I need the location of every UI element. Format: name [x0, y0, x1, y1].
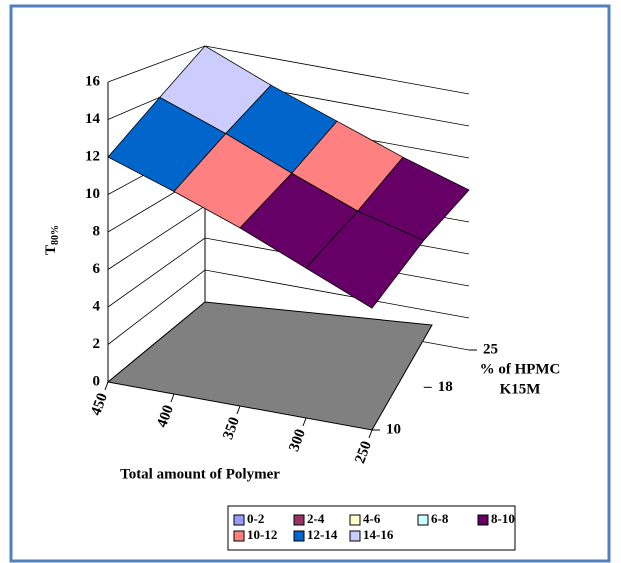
x-tick — [302, 417, 307, 427]
z-title-main: T — [43, 245, 59, 255]
floor — [106, 301, 433, 431]
legend-swatch — [477, 514, 489, 526]
z-tick-label: 4 — [93, 298, 101, 314]
x-axis-title: Total amount of Polymer — [120, 466, 280, 482]
legend-label: 8-10 — [491, 511, 515, 526]
z-tick-label: 14 — [85, 111, 101, 127]
legend-label: 12-14 — [307, 527, 338, 542]
z-tick-label: 10 — [85, 186, 100, 202]
legend-label: 4-6 — [363, 511, 381, 526]
z-tick-label: 8 — [93, 223, 101, 239]
z-tick-label: 12 — [85, 148, 100, 164]
legend-swatch — [233, 530, 245, 542]
legend — [227, 505, 516, 551]
legend-swatch — [293, 530, 305, 542]
x-tick-label: 300 — [286, 427, 309, 454]
legend-swatch — [293, 514, 305, 526]
legend-swatch — [233, 514, 245, 526]
y-tick-label: 25 — [483, 341, 498, 357]
legend-label: 6-8 — [431, 511, 449, 526]
frame — [9, 4, 611, 563]
y-axis-title-line: % of HPMC — [480, 361, 561, 377]
x-tick — [368, 429, 373, 439]
x-tick-label: 350 — [220, 415, 243, 442]
z-tick-label: 0 — [93, 373, 101, 389]
legend-label: 0-2 — [247, 511, 264, 526]
z-tick-label: 2 — [93, 336, 101, 352]
y-axis-title-line: K15M — [500, 381, 541, 397]
z-tick-label: 16 — [85, 73, 101, 89]
legend-swatch — [349, 514, 361, 526]
z-tick-label: 6 — [93, 261, 101, 277]
y-tick-label: 10 — [386, 421, 401, 437]
legend-label: 10-12 — [247, 527, 277, 542]
z-title-sub: 80% — [50, 225, 61, 245]
legend-swatch — [417, 514, 429, 526]
x-tick-label: 400 — [154, 403, 177, 430]
legend-swatch — [349, 530, 361, 542]
y-tick-label: 18 — [438, 379, 453, 395]
x-tick — [104, 381, 109, 391]
x-tick — [236, 405, 241, 415]
legend-label: 14-16 — [363, 527, 394, 542]
surface-cell — [305, 210, 425, 309]
legend-label: 2-4 — [307, 511, 325, 526]
x-tick-label: 450 — [88, 391, 111, 418]
x-tick-label: 250 — [352, 439, 375, 466]
z-axis-title: T80% — [43, 225, 61, 255]
x-tick — [170, 393, 175, 403]
